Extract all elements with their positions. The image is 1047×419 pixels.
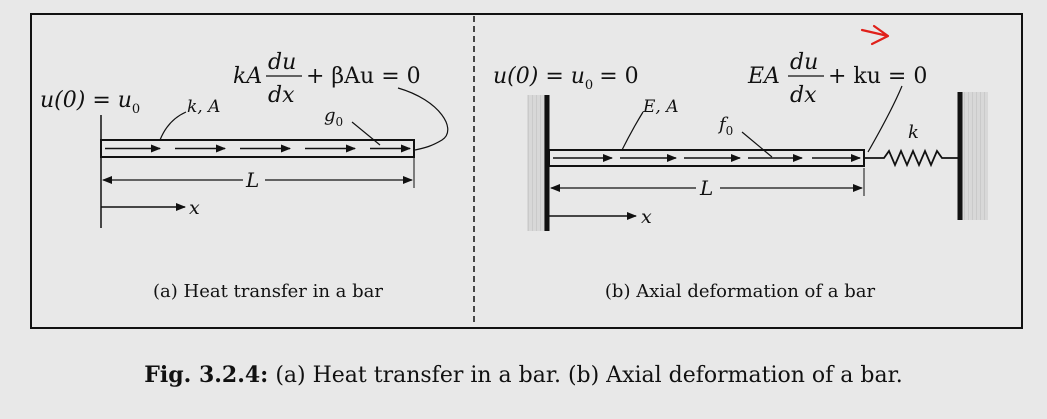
panel-b: u(0) = u0 = 0 E, A EA du dx + ku = 0 f0 k…	[493, 50, 988, 302]
panel-a: u(0) = u0 k, A kA du dx + βAu = 0 g0 L x…	[40, 50, 449, 302]
panel-a-subcaption: (a) Heat transfer in a bar	[153, 281, 383, 302]
panel-a-source-label: g0	[324, 105, 343, 129]
red-annotation-arrow-icon	[860, 24, 890, 46]
panel-b-equation: EA du dx + ku = 0	[747, 50, 927, 108]
panel-a-bc-leader	[397, 87, 449, 151]
svg-text:+ βAu = 0: + βAu = 0	[306, 64, 421, 89]
svg-text:dx: dx	[790, 83, 817, 108]
panel-a-source-leader	[351, 121, 381, 146]
panel-b-material-leader	[621, 111, 644, 151]
figure-border	[30, 13, 1023, 329]
panel-b-right-wall	[960, 92, 988, 220]
panel-b-spring-label: k	[908, 122, 919, 143]
panel-a-equation: kA du dx + βAu = 0	[233, 50, 421, 108]
panel-a-material-label: k, A	[187, 97, 220, 117]
panel-b-axis-label: x	[641, 206, 652, 228]
figure-caption: Fig. 3.2.4: (a) Heat transfer in a bar. …	[0, 362, 1047, 388]
panel-b-boundary-condition: u(0) = u0 = 0	[493, 64, 639, 93]
panel-a-axis-label: x	[189, 197, 200, 219]
panel-b-spring	[864, 148, 958, 168]
figure-caption-label: Fig. 3.2.4:	[144, 362, 269, 388]
panel-b-left-wall	[527, 95, 547, 231]
panel-a-boundary-condition: u(0) = u0	[40, 88, 140, 117]
figure-caption-text: (a) Heat transfer in a bar. (b) Axial de…	[275, 363, 903, 388]
panel-b-source-label: f0	[717, 114, 733, 138]
panel-b-material-label: E, A	[642, 97, 679, 117]
svg-text:+ ku = 0: + ku = 0	[828, 64, 927, 89]
svg-text:kA: kA	[233, 64, 262, 89]
panel-b-subcaption: (b) Axial deformation of a bar	[605, 281, 876, 302]
panel-b-bc-leader	[867, 85, 903, 153]
panel-b-length-label: L	[699, 176, 713, 200]
panel-b-source-leader	[741, 131, 773, 158]
svg-text:du: du	[790, 50, 818, 75]
svg-text:du: du	[268, 50, 296, 75]
panel-a-length-label: L	[245, 168, 259, 192]
panel-a-material-leader	[159, 111, 187, 141]
svg-text:EA: EA	[747, 64, 780, 89]
svg-text:dx: dx	[268, 83, 295, 108]
